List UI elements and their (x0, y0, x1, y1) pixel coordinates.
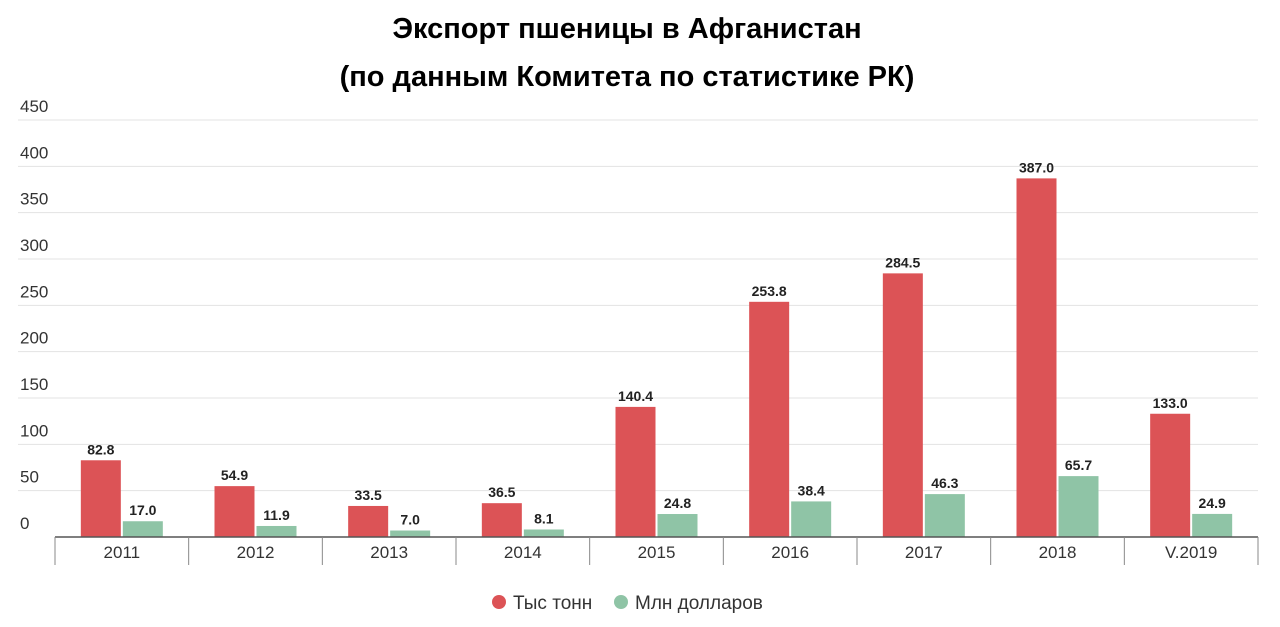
data-label: 33.5 (355, 487, 382, 503)
bar-usd (390, 530, 431, 537)
y-tick-label: 100 (20, 421, 48, 440)
bars (80, 178, 1233, 537)
bar-usd (924, 494, 965, 537)
legend: Тыс тонн Млн долларов (492, 593, 763, 614)
bar-usd (523, 529, 564, 537)
bar-tonnes (882, 273, 923, 537)
y-tick-label: 150 (20, 375, 48, 394)
data-label: 54.9 (221, 467, 248, 483)
data-label: 8.1 (534, 510, 554, 526)
data-label: 38.4 (798, 482, 825, 498)
bar-tonnes (1150, 413, 1191, 537)
bar-tonnes (481, 503, 522, 537)
x-tick-label: 2016 (771, 543, 809, 562)
bar-usd (1058, 476, 1099, 537)
chart-title-line-2: (по данным Комитета по статистике РК) (340, 61, 915, 93)
x-tick-label: 2014 (504, 543, 542, 562)
x-tick-label: V.2019 (1165, 543, 1217, 562)
bar-usd (122, 521, 163, 537)
chart-title-line-1: Экспорт пшеницы в Афганистан (392, 13, 861, 45)
bar-usd (1192, 513, 1233, 537)
legend-label: Тыс тонн (513, 593, 592, 614)
bar-tonnes (214, 486, 255, 537)
data-label: 11.9 (263, 507, 290, 523)
y-tick-label: 300 (20, 236, 48, 255)
x-tick-label: 2017 (905, 543, 943, 562)
legend-label: Млн долларов (635, 593, 763, 614)
data-label: 24.8 (664, 495, 691, 511)
data-label: 7.0 (400, 512, 420, 528)
y-axis-ticks: 0 50 100 150 200 250 300 350 400 450 (20, 97, 48, 533)
bar-tonnes (80, 460, 121, 537)
legend-marker (614, 595, 628, 609)
data-label: 24.9 (1199, 495, 1226, 511)
data-label: 82.8 (87, 441, 114, 457)
y-tick-label: 450 (20, 97, 48, 116)
x-tick-label: 2018 (1039, 543, 1077, 562)
data-label: 46.3 (931, 475, 958, 491)
bar-usd (256, 525, 297, 537)
bar-tonnes (1016, 178, 1057, 537)
x-tick-label: 2013 (370, 543, 408, 562)
data-label: 36.5 (488, 484, 515, 500)
y-tick-label: 400 (20, 143, 48, 162)
data-label: 253.8 (752, 283, 787, 299)
y-tick-label: 0 (20, 514, 29, 533)
data-label: 140.4 (618, 388, 653, 404)
y-tick-label: 250 (20, 282, 48, 301)
y-tick-label: 50 (20, 468, 39, 487)
bar-tonnes (615, 406, 656, 537)
bar-usd (791, 501, 832, 537)
bar-tonnes (348, 505, 389, 537)
x-tick-label: 2012 (237, 543, 275, 562)
grid-lines (18, 119, 1258, 492)
data-labels: 82.8 17.0 54.9 11.9 33.5 7.0 36.5 8.1 140.4 24.8 2… (87, 159, 1226, 527)
data-label: 284.5 (885, 254, 920, 270)
x-axis-ticks: 2011 2012 2013 2014 2015 2016 2017 2018 V.2019 (104, 543, 1218, 562)
x-tick-label: 2015 (638, 543, 676, 562)
bar-tonnes (749, 301, 790, 537)
data-label: 17.0 (129, 502, 156, 518)
data-label: 133.0 (1153, 395, 1188, 411)
y-tick-label: 200 (20, 329, 48, 348)
x-axis (54, 536, 1259, 565)
bar-usd (657, 514, 698, 537)
legend-marker (492, 595, 506, 609)
data-label: 65.7 (1065, 457, 1092, 473)
x-tick-label: 2011 (104, 543, 141, 562)
data-label: 387.0 (1019, 159, 1054, 175)
y-tick-label: 350 (20, 190, 48, 209)
